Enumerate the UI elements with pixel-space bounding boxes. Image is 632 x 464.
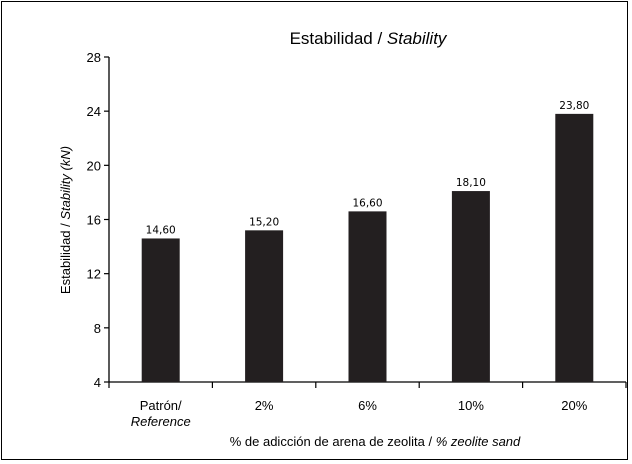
y-tick-label: 8 (94, 321, 101, 336)
x-axis-label-italic: % zeolite sand (436, 434, 521, 449)
x-axis-label: % de adicción de arena de zeolita / % ze… (230, 434, 521, 449)
y-tick-label: 28 (87, 50, 101, 65)
data-label: 23,80 (559, 100, 589, 112)
bar (348, 211, 387, 382)
data-label: 14,60 (146, 224, 176, 236)
chart-title-plain: Estabilidad / (290, 29, 387, 48)
bar (451, 191, 490, 382)
y-tick-label: 4 (94, 375, 101, 390)
y-tick-label: 12 (87, 267, 101, 282)
plot-area: 4 8 12 16 20 24 28 14,60 Patrón/Reference 15,20 2%… (87, 50, 627, 429)
y-axis-label-plain: Estabilidad / (58, 220, 73, 294)
x-tick-label: Patrón/ (140, 398, 182, 413)
bar (245, 230, 284, 382)
y-tick-label: 16 (87, 213, 101, 228)
x-tick-label: 10% (458, 398, 484, 413)
y-axis-label: Estabilidad / Stability (kN) (58, 146, 73, 294)
x-tick-label-line2: Reference (131, 414, 191, 429)
bar (555, 113, 594, 382)
y-axis-label-italic: Stability (kN) (58, 146, 73, 220)
chart-title: Estabilidad / Stability (290, 29, 448, 48)
data-label: 16,60 (352, 197, 382, 209)
x-tick-label: 20% (561, 398, 587, 413)
y-tick-label: 20 (87, 158, 101, 173)
data-label: 18,10 (456, 177, 486, 189)
y-tick-label: 24 (87, 104, 101, 119)
bar (141, 238, 180, 382)
x-tick-label: 2% (255, 398, 274, 413)
x-axis-label-plain: % de adicción de arena de zeolita / (230, 434, 436, 449)
data-label: 15,20 (249, 216, 279, 228)
chart-title-italic: Stability (387, 29, 448, 48)
x-tick-label: 6% (358, 398, 377, 413)
